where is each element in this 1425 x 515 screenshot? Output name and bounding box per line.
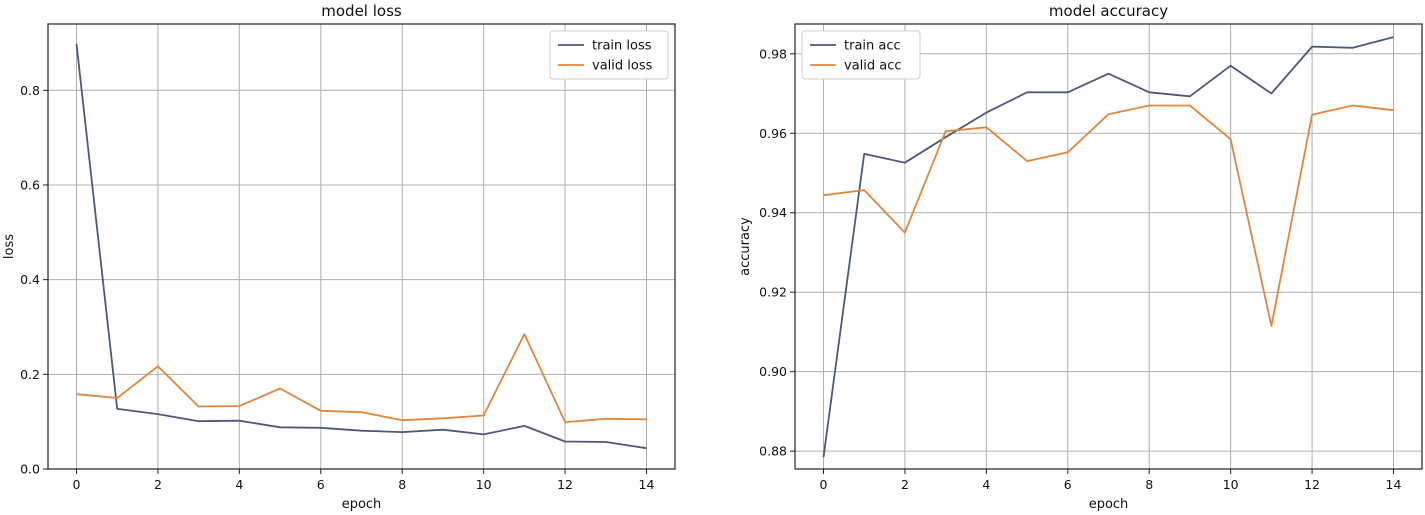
chart-title: model loss — [321, 2, 402, 20]
y-tick-label: 0.88 — [759, 444, 787, 459]
x-tick-label: 0 — [73, 477, 81, 492]
x-tick-label: 4 — [982, 477, 990, 492]
y-axis-label: accuracy — [738, 217, 753, 276]
x-tick-label: 14 — [639, 477, 655, 492]
legend-box — [549, 30, 669, 80]
legend-box — [801, 30, 921, 80]
legend: train loss valid loss — [549, 30, 669, 80]
y-tick-label: 0.98 — [759, 46, 787, 61]
y-axis-label: loss — [2, 234, 17, 259]
x-tick-label: 4 — [235, 477, 243, 492]
y-tick-label: 0.8 — [20, 83, 40, 98]
y-tick-label: 0.4 — [20, 272, 40, 287]
loss-chart: 0 2 4 6 8 10 12 14 0.0 0.2 0.4 0.6 0.8 model loss epoc… — [2, 2, 676, 512]
train-acc-line — [822, 36, 1394, 458]
x-axis-label: epoch — [342, 497, 382, 512]
x-tick-label: 14 — [1386, 477, 1402, 492]
chart-title: model accuracy — [1049, 2, 1168, 20]
y-tick-label: 0.92 — [759, 285, 787, 300]
x-tick-label: 2 — [901, 477, 909, 492]
train-loss-line — [75, 43, 647, 450]
x-tick-label: 10 — [476, 477, 492, 492]
legend-label: valid loss — [592, 59, 653, 74]
y-tick-label: 0.0 — [20, 462, 40, 477]
valid-acc-line — [823, 104, 1394, 327]
x-tick-label: 6 — [1064, 477, 1072, 492]
legend-label: valid acc — [844, 59, 902, 74]
plot-frame — [794, 23, 1423, 470]
x-tick-label: 6 — [317, 477, 325, 492]
y-tick-label: 0.94 — [759, 205, 787, 220]
x-axis-label: epoch — [1089, 497, 1129, 512]
x-tick-label: 8 — [398, 477, 406, 492]
x-tick-label: 2 — [154, 477, 162, 492]
y-tick-label: 0.90 — [759, 364, 787, 379]
y-tick-label: 0.6 — [20, 177, 40, 192]
x-tick-label: 12 — [1304, 477, 1320, 492]
valid-loss-line — [76, 333, 647, 424]
y-tick-label: 0.2 — [20, 367, 40, 382]
x-tick-label: 10 — [1223, 477, 1239, 492]
x-tick-label: 8 — [1145, 477, 1153, 492]
y-tick-label: 0.96 — [759, 126, 787, 141]
legend-label: train loss — [592, 39, 652, 54]
legend-label: train acc — [844, 39, 901, 54]
x-tick-label: 12 — [557, 477, 573, 492]
legend: train acc valid acc — [801, 30, 921, 80]
x-tick-label: 0 — [820, 477, 828, 492]
accuracy-chart: 0 2 4 6 8 10 12 14 0.88 0.90 0.92 0.94 0.96 0.98 model… — [738, 2, 1423, 512]
plot-frame — [47, 23, 676, 470]
